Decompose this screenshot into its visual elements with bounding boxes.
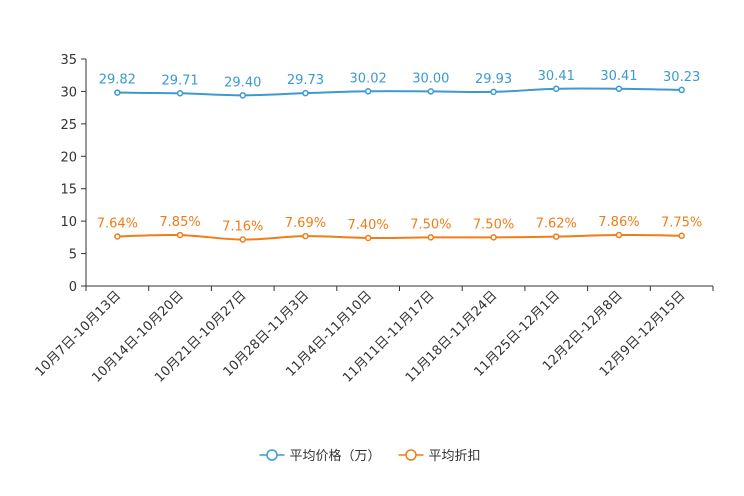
data-point	[176, 90, 184, 97]
y-tick-label: 5	[69, 248, 77, 263]
data-point	[302, 89, 309, 97]
data-point	[615, 231, 623, 239]
data-label: 30.00	[412, 71, 449, 86]
data-point	[114, 233, 121, 240]
legend-marker	[405, 449, 417, 461]
series-line	[117, 87, 682, 97]
data-point	[364, 88, 372, 95]
series-1: 29.82 29.71 29.40 29.73 30.02 30.00 29.93 30.41…	[99, 69, 700, 99]
legend-item-1: 平均价格（万）	[259, 448, 381, 464]
legend: 平均价格（万） 平均折扣	[259, 448, 481, 464]
data-point	[427, 234, 435, 241]
data-label: 7.50%	[473, 217, 514, 232]
y-tick-label: 10	[60, 215, 77, 230]
y-tick-label: 20	[60, 150, 77, 165]
data-point	[114, 89, 121, 96]
data-label: 29.73	[287, 73, 324, 88]
data-label: 29.82	[99, 73, 136, 88]
legend-label: 平均折扣	[429, 449, 481, 464]
data-label: 30.02	[350, 71, 387, 86]
data-point	[490, 234, 497, 241]
data-label: 29.71	[161, 73, 198, 88]
data-label: 7.50%	[410, 217, 451, 232]
data-label: 7.16%	[222, 220, 263, 235]
y-tick-label: 25	[60, 118, 77, 133]
data-label: 7.86%	[598, 215, 639, 230]
data-point	[553, 85, 560, 93]
y-tick-label: 30	[60, 85, 77, 100]
legend-marker	[266, 449, 278, 461]
data-point	[615, 85, 623, 93]
y-tick-label: 0	[69, 280, 77, 295]
series-layer: 29.82 29.71 29.40 29.73 30.02 30.00 29.93 30.41…	[97, 69, 702, 243]
data-point	[302, 232, 309, 240]
data-label: 7.40%	[347, 218, 388, 233]
data-point	[678, 86, 685, 94]
data-point	[239, 92, 246, 99]
series-line	[117, 233, 682, 241]
data-point	[678, 232, 685, 239]
data-label: 7.85%	[159, 215, 200, 230]
data-point	[490, 88, 497, 96]
y-tick-label: 15	[60, 183, 77, 198]
data-label: 7.64%	[97, 216, 138, 231]
data-label: 30.41	[600, 69, 637, 84]
data-point	[239, 236, 246, 243]
legend-item-2: 平均折扣	[398, 449, 481, 464]
data-label: 30.41	[538, 69, 575, 84]
data-label: 30.23	[663, 70, 700, 85]
data-point	[427, 88, 435, 95]
data-point	[553, 233, 560, 240]
data-label: 29.93	[475, 72, 512, 87]
data-label: 29.40	[224, 75, 261, 90]
data-label: 7.75%	[661, 216, 702, 231]
legend-label: 平均价格（万）	[290, 448, 381, 464]
series-2: 7.64% 7.85% 7.16% 7.69% 7.40% 7.50% 7.50% 7.62%…	[97, 215, 702, 243]
y-tick-label: 35	[60, 53, 77, 68]
data-label: 7.62%	[536, 217, 577, 232]
data-point	[176, 231, 184, 239]
data-point	[364, 234, 372, 242]
data-label: 7.69%	[285, 216, 326, 231]
